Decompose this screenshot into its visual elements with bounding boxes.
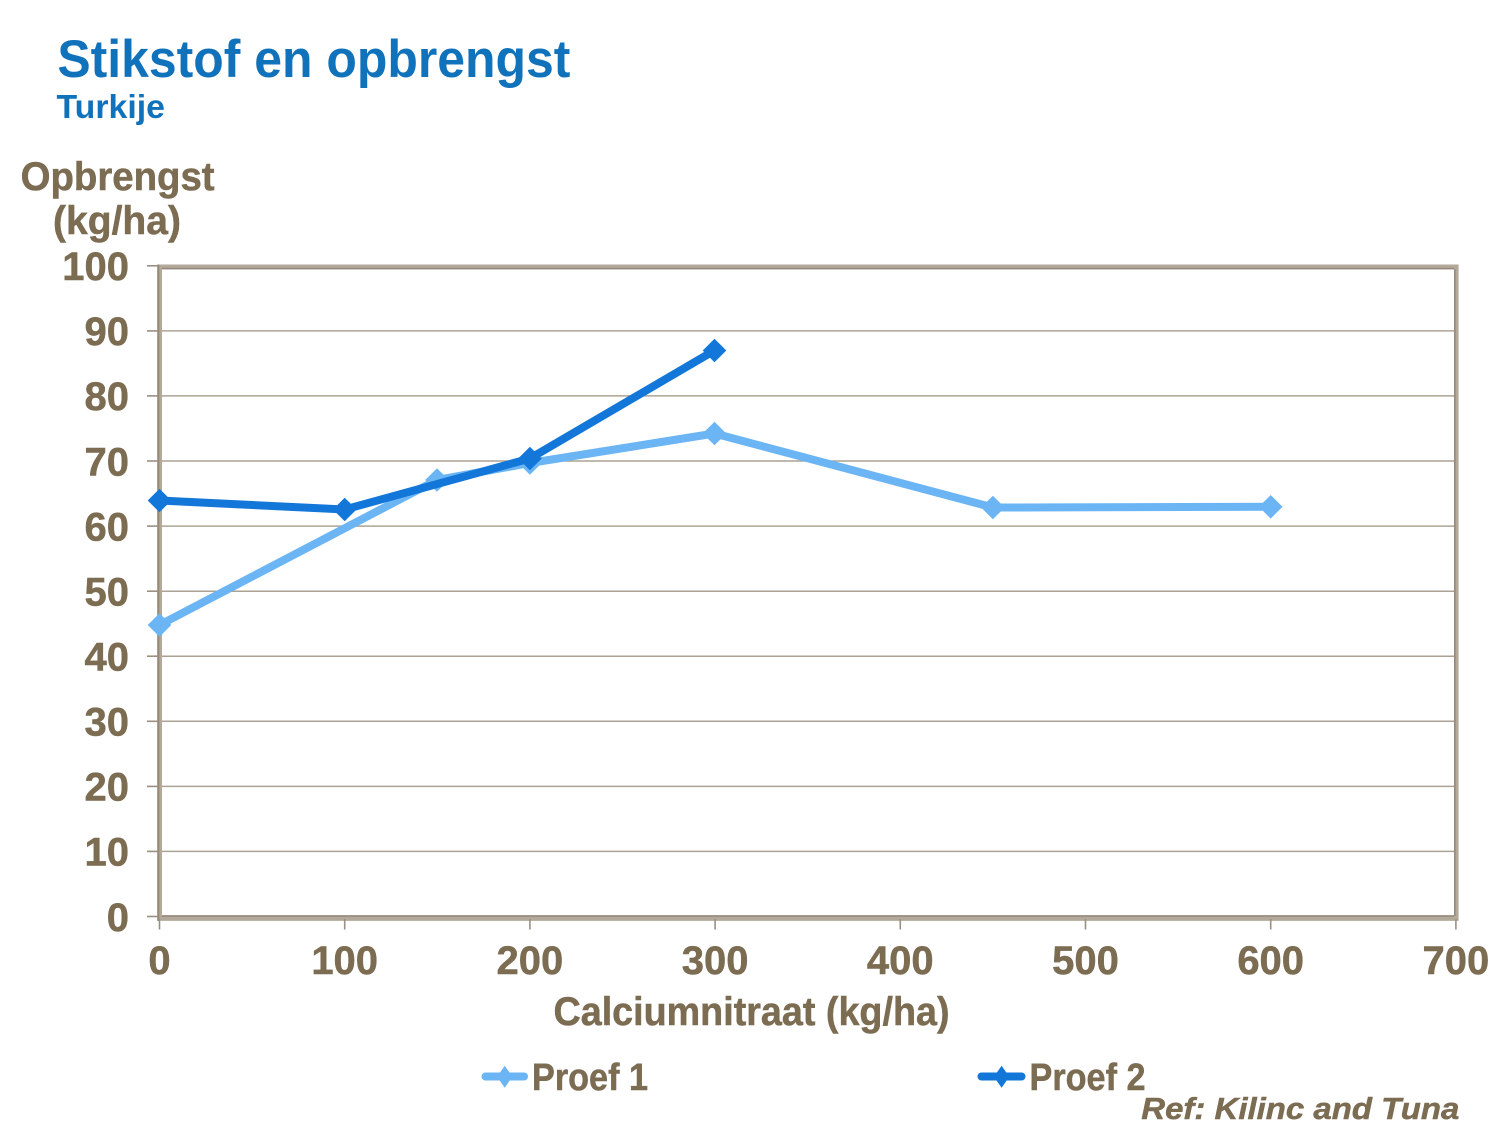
svg-text:Proef 2: Proef 2 [1030,1057,1146,1099]
svg-text:70: 70 [85,440,130,484]
svg-text:Stikstof en opbrengst: Stikstof en opbrengst [57,30,570,89]
svg-text:Proef 1: Proef 1 [532,1057,648,1099]
svg-text:Opbrengst: Opbrengst [21,155,215,199]
svg-text:20: 20 [85,766,130,810]
svg-text:0: 0 [107,896,129,940]
svg-text:40: 40 [85,636,130,680]
svg-text:100: 100 [62,245,129,289]
svg-text:30: 30 [85,701,130,745]
svg-text:50: 50 [85,571,130,615]
svg-text:(kg/ha): (kg/ha) [53,199,181,243]
svg-text:600: 600 [1237,939,1304,983]
svg-text:700: 700 [1423,939,1490,983]
svg-text:300: 300 [682,939,749,983]
svg-text:Ref: Kilinc and Tuna: Ref: Kilinc and Tuna [1141,1091,1459,1125]
svg-text:100: 100 [311,939,378,983]
svg-text:200: 200 [497,939,564,983]
svg-text:500: 500 [1052,939,1119,983]
svg-text:0: 0 [148,939,170,983]
svg-text:60: 60 [85,505,130,549]
svg-text:10: 10 [85,831,130,875]
svg-text:Turkije: Turkije [57,88,166,125]
svg-text:90: 90 [85,310,130,354]
svg-text:80: 80 [85,375,130,419]
svg-text:400: 400 [867,939,934,983]
svg-text:Calciumnitraat (kg/ha): Calciumnitraat (kg/ha) [554,990,950,1034]
